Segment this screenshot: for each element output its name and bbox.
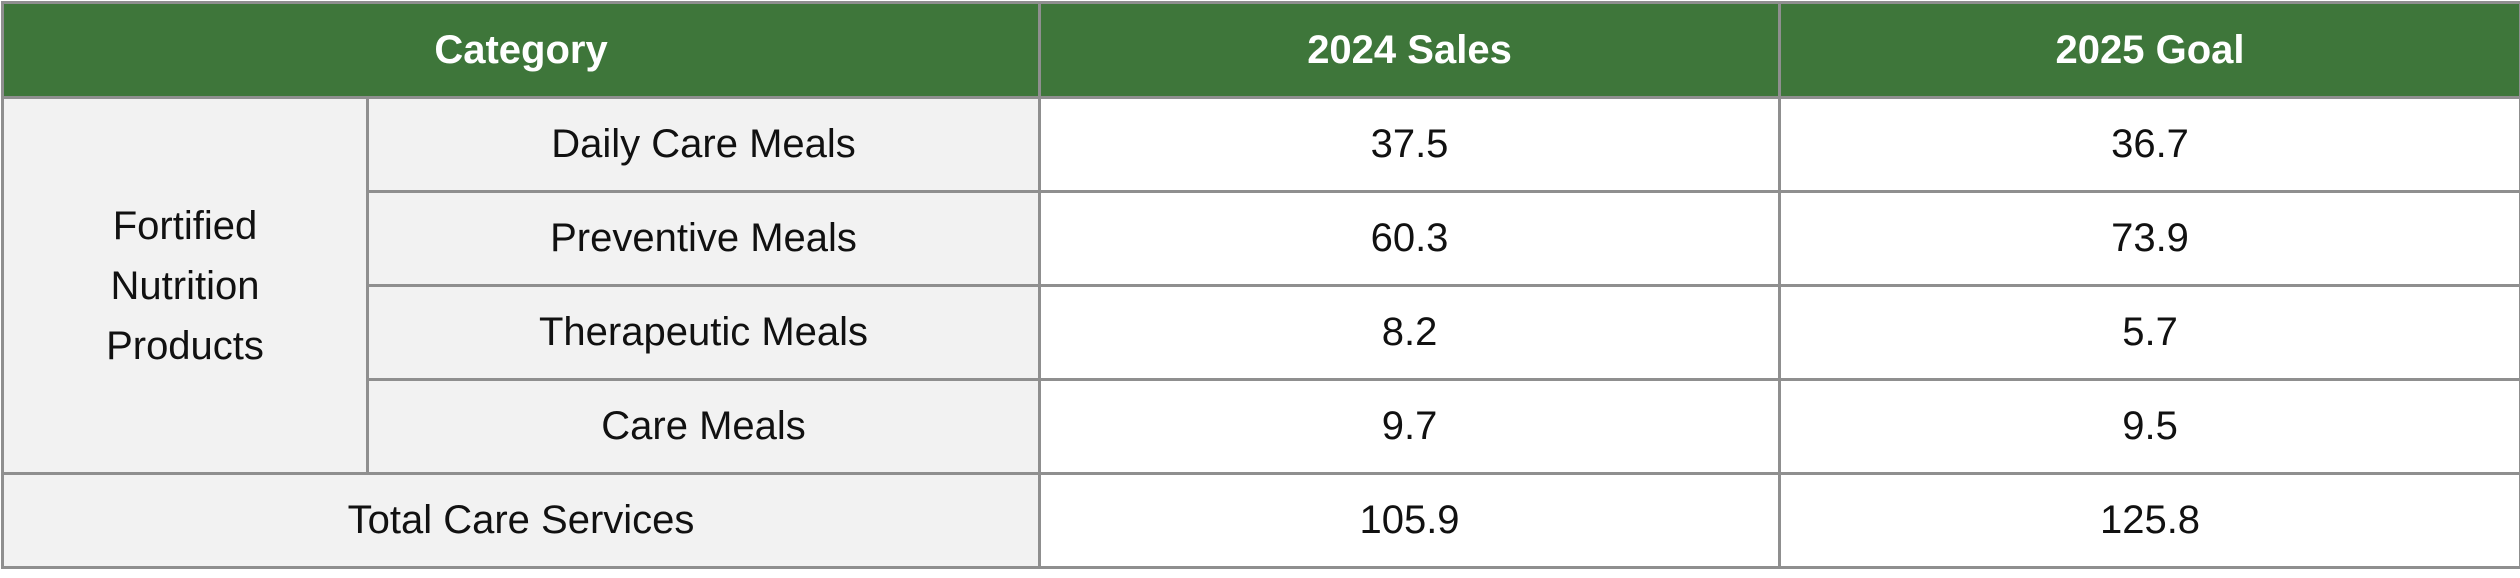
table-row: Care Meals 9.7 9.5 — [3, 380, 2520, 474]
goal-2025-cell: 5.7 — [1780, 286, 2520, 380]
group-label: Fortified Nutrition Products — [3, 98, 368, 474]
row-label: Daily Care Meals — [368, 98, 1040, 192]
sales-2024-cell: 8.2 — [1040, 286, 1780, 380]
sales-2024-cell: 9.7 — [1040, 380, 1780, 474]
header-category: Category — [3, 3, 1040, 98]
total-label: Total Care Services — [3, 474, 1040, 568]
goal-2025-cell: 9.5 — [1780, 380, 2520, 474]
goal-2025-cell: 73.9 — [1780, 192, 2520, 286]
table-row: Preventive Meals 60.3 73.9 — [3, 192, 2520, 286]
header-row: Category 2024 Sales 2025 Goal — [3, 3, 2520, 98]
row-label: Preventive Meals — [368, 192, 1040, 286]
row-label: Therapeutic Meals — [368, 286, 1040, 380]
table-row: Therapeutic Meals 8.2 5.7 — [3, 286, 2520, 380]
row-label: Care Meals — [368, 380, 1040, 474]
header-2024-sales: 2024 Sales — [1040, 3, 1780, 98]
table-row: Fortified Nutrition Products Daily Care … — [3, 98, 2520, 192]
header-2025-goal: 2025 Goal — [1780, 3, 2520, 98]
total-row: Total Care Services 105.9 125.8 — [3, 474, 2520, 568]
goal-2025-cell: 36.7 — [1780, 98, 2520, 192]
sales-2024-cell: 60.3 — [1040, 192, 1780, 286]
total-goal-2025: 125.8 — [1780, 474, 2520, 568]
group-label-text: Fortified Nutrition Products — [95, 196, 275, 376]
total-sales-2024: 105.9 — [1040, 474, 1780, 568]
sales-2024-cell: 37.5 — [1040, 98, 1780, 192]
